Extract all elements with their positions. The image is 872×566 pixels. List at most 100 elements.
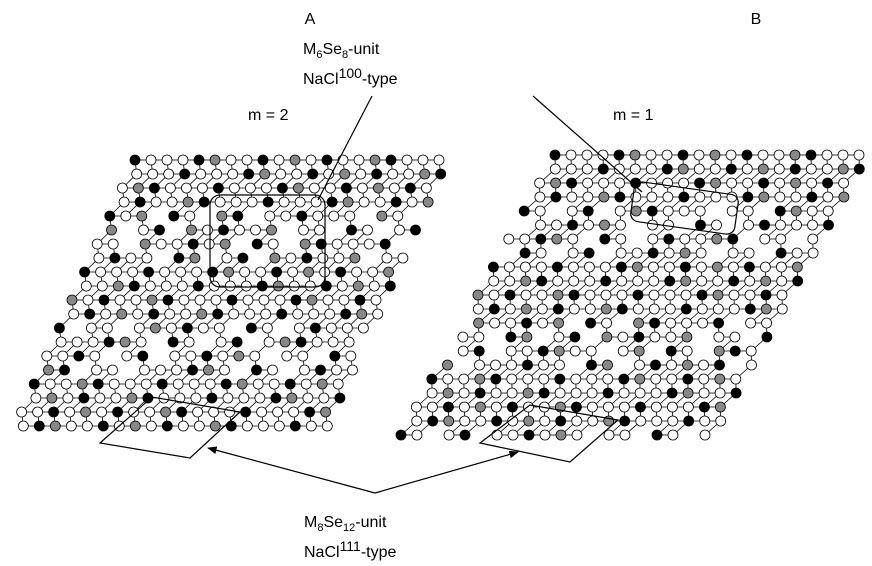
atom [584,220,594,230]
atom [777,304,787,314]
atom [129,407,139,417]
atom [537,304,547,314]
atom [269,379,279,389]
atom [289,281,299,291]
atom [147,295,157,305]
atom [193,281,203,291]
atom [601,276,611,286]
atom [696,234,706,244]
atom [235,225,245,235]
atom [555,388,565,398]
atom [553,276,563,286]
atom [458,346,468,356]
atom [157,379,167,389]
atom [683,374,693,384]
atom [731,374,741,384]
atom [273,281,283,291]
atom [791,178,801,188]
atom [587,402,597,412]
atom [586,346,596,356]
atom [760,262,770,272]
atom [363,225,373,235]
atom [744,248,754,258]
atom [504,262,514,272]
atom [257,407,267,417]
atom [225,281,235,291]
atom [792,248,802,258]
atom [491,388,501,398]
atom [17,407,27,417]
atom [522,332,532,342]
atom [253,379,263,389]
atom [321,407,331,417]
atom [79,393,89,403]
atom [540,430,550,440]
atom [619,402,629,412]
atom [274,155,284,165]
atom [539,374,549,384]
atom [344,337,354,347]
atom [443,402,453,412]
atom [776,248,786,258]
atom [402,155,412,165]
atom [350,253,360,263]
atom [165,183,175,193]
atom [537,290,547,300]
atom [263,197,273,207]
atom [370,155,380,165]
text: -type [361,544,397,561]
atom [242,155,252,165]
atom [584,248,594,258]
atom [292,169,302,179]
atom [156,239,166,249]
atom [552,234,562,244]
atom [174,253,184,263]
atom [711,192,721,202]
atom [290,155,300,165]
atom [325,183,335,193]
atom [808,248,818,258]
atom [743,192,753,202]
atom [382,253,392,263]
atom [663,206,673,216]
atom [377,211,387,221]
atom [63,393,73,403]
atom [129,281,139,291]
atom [651,402,661,412]
atom [336,267,346,277]
atom [476,416,486,426]
atom [620,430,630,440]
atom [678,150,688,160]
atom [791,206,801,216]
atom [210,421,220,431]
atom [199,197,209,207]
atom [242,421,252,431]
atom [807,178,817,188]
atom [306,155,316,165]
atom [138,351,148,361]
atom [694,164,704,174]
atom [273,407,283,417]
atom [713,276,723,286]
atom [667,374,677,384]
atom [490,318,500,328]
atom [475,388,485,398]
atom [149,309,159,319]
atom [148,169,158,179]
atom [316,365,326,375]
atom [90,351,100,361]
atom [309,309,319,319]
atom [716,416,726,426]
atom [680,234,690,244]
atom [231,197,241,207]
atom [407,197,417,207]
atom [195,295,205,305]
atom [713,304,723,314]
atom [240,267,250,277]
atom [380,239,390,249]
atom [649,304,659,314]
atom [161,281,171,291]
atom [618,346,628,356]
atom [839,192,849,202]
atom [726,164,736,174]
